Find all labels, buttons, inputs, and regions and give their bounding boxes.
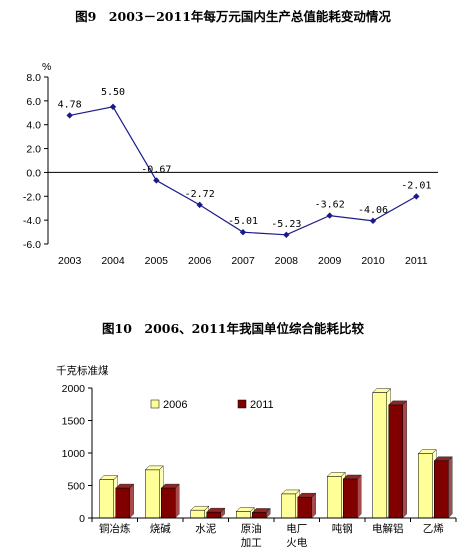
line-point [239,228,247,236]
line-y-unit: % [42,61,51,73]
line-point [109,103,117,111]
bar-2006 [99,479,114,519]
line-data-label: -5.01 [228,216,258,227]
bar-y-tick-label: 1000 [62,448,86,460]
line-y-tick-label: -4.0 [23,215,41,227]
bar-2011 [206,511,221,519]
bar-category-label: 烧碱 [150,522,171,535]
line-data-label: -3.62 [315,200,345,211]
bar-2011 [434,460,449,519]
line-point [413,193,420,200]
bar-category-label: 电解铝 [372,522,404,535]
bar-category-label: 吨钢 [332,522,353,535]
bar-2006 [236,511,251,519]
bar-2011 [252,512,267,519]
bar-2011-side [129,483,134,519]
line-x-tick-label: 2004 [101,255,125,267]
line-x-tick-label: 2007 [231,255,255,267]
line-x-tick-label: 2006 [188,255,212,267]
line-y-tick-label: 8.0 [26,72,41,84]
line-y-tick-label: 0.0 [26,167,41,179]
line-data-label: 4.78 [58,99,82,110]
bar-chart-title: 图10 2006、2011年我国单位综合能耗比较 [102,321,364,336]
bar-2011 [161,487,176,519]
bar-2006 [418,453,433,519]
bar-category-label: 火电 [286,536,307,549]
bar-2011 [343,478,358,519]
line-point [369,217,377,225]
bar-2011-side [448,456,453,519]
bar-y-tick-label: 500 [67,481,85,493]
line-point [196,201,203,209]
legend-label-2011: 2011 [250,399,274,411]
bar-2011-side [311,492,316,519]
bar-y-unit: 千克标准煤 [56,364,109,377]
bar-2006 [281,493,296,519]
bar-category-label: 水泥 [195,522,216,535]
bar-category-label: 电厂 [286,522,307,535]
bar-2006 [145,469,160,519]
line-y-tick-label: -2.0 [23,191,41,203]
bar-2011 [115,487,130,519]
line-x-tick-label: 2005 [145,255,169,267]
line-data-label: -4.06 [358,205,388,216]
legend-swatch-2011 [237,399,247,409]
line-x-tick-label: 2009 [318,255,342,267]
line-y-tick-label: -6.0 [23,239,41,251]
line-x-tick-label: 2010 [361,255,385,267]
bar-category-label: 原油 [241,522,262,535]
line-point [66,112,73,119]
bar-2011-side [175,483,180,519]
line-point [326,212,333,219]
line-data-label: -0.67 [141,164,171,175]
line-x-tick-label: 2011 [405,255,428,267]
line-x-tick-label: 2003 [58,255,82,267]
line-point [153,177,160,184]
line-x-tick-label: 2008 [275,255,299,267]
bar-y-tick-label: 0 [79,513,85,525]
line-data-label: 5.50 [101,87,125,98]
legend-swatch-2006 [150,399,160,409]
line-chart-title: 图9 2003－2011年每万元国内生产总值能耗变动情况 [75,9,391,24]
bar-y-tick-label: 1500 [62,416,86,428]
bar-category-label: 加工 [241,537,262,549]
bar-category-label: 乙烯 [423,522,444,535]
bar-2011 [388,404,403,519]
legend-label-2006: 2006 [163,399,187,411]
bar-2011-side [357,474,362,519]
line-data-label: -5.23 [271,219,301,230]
bar-2006 [372,392,387,519]
line-data-label: -2.72 [185,189,215,200]
bar-category-label: 铜冶炼 [99,522,131,535]
bar-2006 [190,509,205,519]
line-y-tick-label: 2.0 [26,144,41,156]
bar-2011 [297,496,312,519]
bar-2006 [327,476,342,519]
bar-y-tick-label: 2000 [62,383,86,395]
line-y-tick-label: 6.0 [26,96,41,108]
line-data-label: -2.01 [401,180,431,191]
line-point [283,231,290,239]
line-y-tick-label: 4.0 [26,120,41,132]
bar-2011-side [402,400,407,519]
